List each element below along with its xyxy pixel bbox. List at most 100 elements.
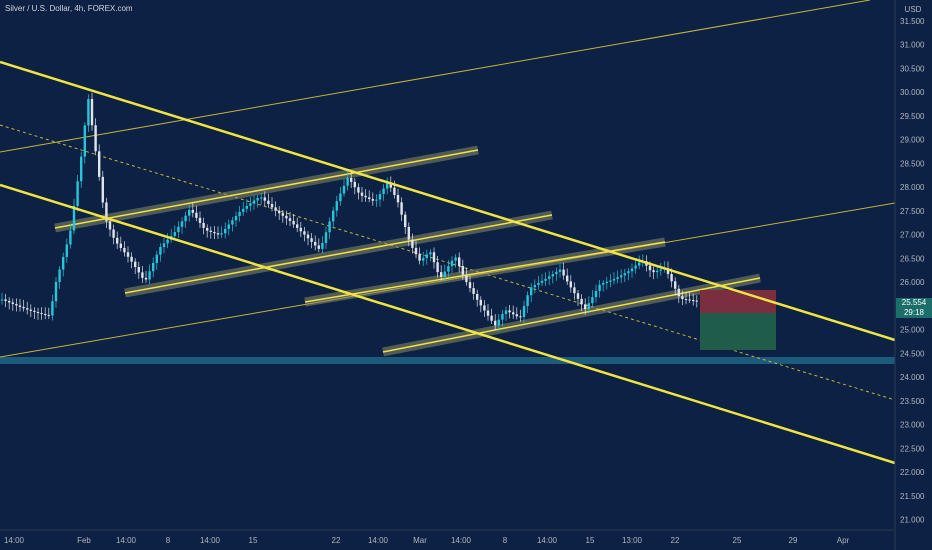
candle-body — [339, 193, 342, 202]
candle-body — [112, 229, 115, 238]
candle-body — [108, 221, 112, 230]
candle-body — [213, 231, 216, 234]
candle-body — [0, 299, 4, 301]
candle-body — [461, 266, 464, 275]
trend-line — [0, 183, 896, 465]
time-tick-label: 29 — [789, 536, 798, 545]
candle-body — [209, 230, 212, 232]
candle-body — [155, 254, 158, 264]
price-tick-label: 31.500 — [900, 17, 925, 26]
candle-body — [47, 314, 50, 316]
candle-body — [450, 260, 454, 267]
time-tick-label: 14:00 — [368, 536, 389, 545]
currency: USD — [905, 5, 922, 14]
time-tick-label: 14:00 — [116, 536, 137, 545]
time-tick-label: Mar — [413, 536, 427, 545]
price-tick-label: 23.500 — [900, 397, 925, 406]
price-tick-label: 24.500 — [900, 349, 925, 358]
time-tick-label: 8 — [503, 536, 508, 545]
candle-body — [620, 275, 623, 278]
candle-body — [292, 220, 295, 225]
price-tick-label: 27.500 — [900, 207, 925, 216]
candle-body — [490, 315, 493, 321]
candle-body — [238, 211, 241, 217]
candle-body — [533, 285, 536, 288]
candle-body — [152, 263, 155, 272]
candle-body — [465, 274, 468, 283]
candle-body — [537, 282, 540, 286]
candle-body — [526, 295, 529, 307]
candle-body — [166, 239, 169, 244]
candle-body — [659, 269, 662, 271]
current-price: 25.554 — [902, 298, 927, 307]
candle-body — [483, 305, 486, 311]
candle-body — [274, 207, 277, 211]
candle-body — [454, 257, 457, 261]
time-tick-label: Apr — [837, 536, 850, 545]
candle-body — [314, 241, 317, 246]
candle-body — [11, 302, 14, 304]
candle-body — [432, 252, 436, 263]
candle-body — [584, 304, 587, 310]
candle-body — [249, 203, 252, 206]
candle-body — [400, 202, 403, 215]
candle-body — [458, 257, 461, 267]
candle-body — [134, 261, 137, 268]
candle-body — [436, 262, 439, 273]
candle-body — [26, 308, 29, 310]
candle-body — [648, 265, 652, 271]
candle-body — [519, 316, 522, 318]
candle-body — [324, 232, 328, 243]
candle-body — [670, 274, 673, 282]
candle-body — [411, 239, 414, 248]
candle-body — [558, 269, 562, 272]
candle-body — [184, 215, 187, 222]
candle-body — [137, 267, 140, 273]
candle-body — [234, 216, 238, 221]
price-tick-label: 21.500 — [900, 492, 925, 501]
candle-body — [504, 310, 508, 314]
candle-body — [425, 254, 428, 259]
price-tick-label: 24.000 — [900, 373, 925, 382]
time-tick-label: 14:00 — [200, 536, 221, 545]
candle-body — [141, 272, 144, 278]
candle-body — [627, 271, 630, 274]
candle-body — [692, 300, 695, 302]
candle-body — [350, 177, 353, 182]
candle-body — [512, 312, 515, 315]
candle-body — [29, 309, 32, 311]
candle-body — [479, 299, 482, 306]
candle-body — [378, 194, 382, 200]
candle-body — [126, 252, 130, 257]
candle-body — [206, 227, 209, 231]
candle-body — [159, 246, 162, 255]
candle-body — [602, 282, 605, 285]
candle-body — [393, 187, 396, 195]
time-tick-label: 13:00 — [622, 536, 643, 545]
candle-body — [494, 320, 497, 326]
channel-line — [304, 241, 666, 303]
candle-body — [540, 280, 544, 283]
candle-body — [310, 238, 313, 242]
price-tick-label: 27.000 — [900, 231, 925, 240]
candle-body — [321, 242, 324, 249]
candle-body — [548, 276, 551, 279]
candle-body — [684, 299, 688, 301]
candle-body — [566, 275, 569, 282]
candle-body — [695, 300, 698, 302]
channel-line — [54, 149, 479, 229]
candle-body — [54, 281, 58, 302]
candle-body — [360, 192, 364, 196]
candle-body — [674, 281, 677, 289]
candle-body — [612, 279, 616, 281]
candle-body — [364, 195, 367, 198]
candle-body — [375, 199, 378, 201]
candle-body — [562, 269, 565, 276]
candle-body — [591, 297, 594, 304]
candle-body — [162, 243, 166, 247]
candle-body — [33, 310, 36, 312]
price-tick-label: 26.000 — [900, 278, 925, 287]
candle-body — [202, 222, 205, 228]
candle-body — [609, 280, 612, 282]
